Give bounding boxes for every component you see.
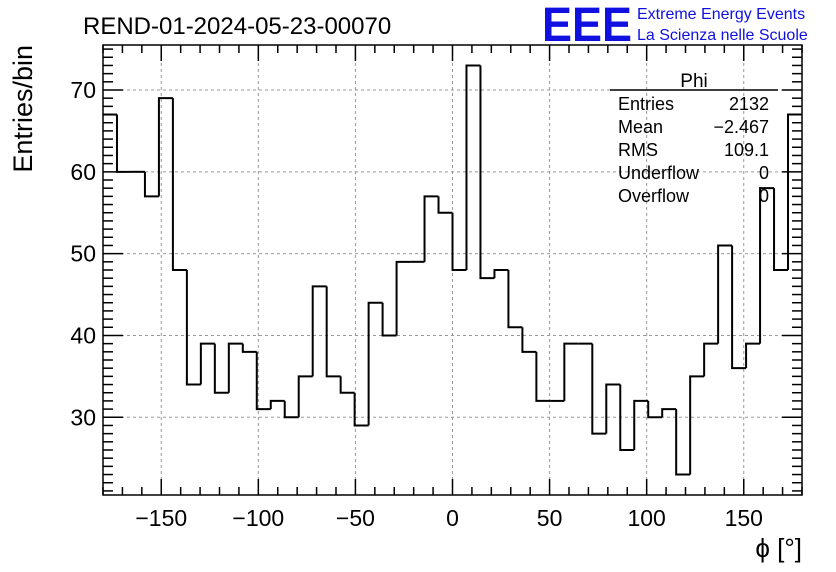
stats-value: 109.1 bbox=[724, 140, 769, 160]
y-tick-label: 60 bbox=[70, 159, 96, 185]
x-tick-label: 150 bbox=[725, 505, 763, 531]
y-tick-labels: 30 40 50 60 70 bbox=[70, 77, 96, 430]
histogram-bin bbox=[423, 195, 439, 262]
histogram-bin bbox=[339, 376, 355, 394]
histogram-bin bbox=[297, 375, 313, 418]
logo-line-1: Extreme Energy Events bbox=[637, 6, 805, 23]
stats-value: 0 bbox=[759, 186, 769, 206]
stats-title: Phi bbox=[680, 71, 707, 92]
logo-letters: EEE bbox=[542, 0, 632, 52]
histogram-bin bbox=[171, 98, 187, 271]
stats-value: 2132 bbox=[729, 94, 769, 114]
histogram-bin bbox=[381, 302, 397, 337]
histogram-bin bbox=[437, 196, 453, 214]
histogram-bin bbox=[255, 351, 271, 411]
histogram-bin bbox=[325, 286, 341, 378]
histogram-bin bbox=[535, 351, 551, 402]
histogram-bin bbox=[619, 384, 635, 451]
logo-line-2: La Scienza nelle Scuole bbox=[637, 27, 808, 44]
x-tick-label: −50 bbox=[336, 505, 375, 531]
histogram-bin bbox=[157, 97, 173, 197]
x-tick-label: 100 bbox=[627, 505, 665, 531]
stats-rows: Entries 2132 Mean −2.467 RMS 109.1 Underflow 0 O… bbox=[618, 94, 769, 206]
axis-ticks bbox=[102, 45, 803, 495]
y-tick-label: 50 bbox=[70, 241, 96, 267]
histogram-bin bbox=[185, 270, 201, 386]
histogram-bin bbox=[591, 343, 607, 435]
x-tick-label: −100 bbox=[232, 505, 284, 531]
chart-title: REND-01-2024-05-23-00070 bbox=[83, 13, 391, 40]
histogram-bin bbox=[451, 212, 467, 271]
histogram-bin bbox=[143, 171, 159, 198]
y-tick-label: 30 bbox=[70, 404, 96, 430]
eee-logo: EEE Extreme Energy Events La Scienza nel… bbox=[542, 0, 808, 52]
y-tick-label: 40 bbox=[70, 322, 96, 348]
histogram-bin bbox=[675, 409, 691, 476]
histogram-bin bbox=[521, 327, 537, 353]
histogram-bin bbox=[465, 64, 481, 270]
histogram-bin bbox=[241, 343, 257, 353]
y-axis-label: Entries/bin bbox=[8, 45, 38, 173]
histogram-bin bbox=[787, 113, 802, 270]
stats-label: Underflow bbox=[618, 163, 700, 183]
histogram-bin bbox=[703, 342, 719, 377]
x-tick-label: 0 bbox=[446, 505, 459, 531]
histogram-bin bbox=[647, 400, 663, 419]
x-axis-label: ϕ [°] bbox=[755, 533, 802, 563]
histogram-bin bbox=[563, 342, 579, 401]
histogram-bin bbox=[395, 260, 411, 336]
histogram-bin bbox=[731, 245, 747, 370]
histogram-bin bbox=[367, 301, 383, 426]
y-tick-label: 70 bbox=[70, 77, 96, 103]
histogram-bin bbox=[745, 342, 761, 369]
histogram-bin bbox=[269, 399, 285, 410]
histogram-bin bbox=[213, 343, 229, 394]
stats-box: Phi Entries 2132 Mean −2.467 RMS 109.1 Underfl… bbox=[610, 71, 778, 206]
x-tick-label: −150 bbox=[135, 505, 187, 531]
histogram-bin bbox=[311, 285, 327, 377]
stats-label: Mean bbox=[618, 117, 663, 137]
stats-value: −2.467 bbox=[713, 117, 769, 137]
histogram-bin bbox=[283, 400, 299, 419]
histogram-bin bbox=[493, 269, 509, 279]
stats-value: 0 bbox=[759, 163, 769, 183]
x-tick-label: 50 bbox=[537, 505, 563, 531]
histogram-bin bbox=[661, 408, 677, 418]
histogram-bin bbox=[717, 244, 733, 344]
histogram-bin bbox=[773, 188, 789, 271]
histogram-bin bbox=[605, 383, 621, 434]
histogram-bin bbox=[689, 375, 705, 475]
histogram-bin bbox=[633, 399, 649, 450]
histogram-bin bbox=[759, 187, 775, 344]
stats-label: Entries bbox=[618, 94, 674, 114]
stats-label: RMS bbox=[618, 140, 658, 160]
histogram-bin bbox=[353, 392, 369, 427]
x-tick-labels: −150 −100 −50 0 50 100 150 bbox=[135, 505, 763, 531]
grid-layer bbox=[103, 45, 802, 495]
stats-label: Overflow bbox=[618, 186, 690, 206]
histogram-bin bbox=[199, 342, 215, 385]
histogram-bin bbox=[479, 65, 495, 280]
histogram-bin bbox=[227, 342, 243, 393]
histogram-bin bbox=[115, 114, 131, 173]
histogram-bin bbox=[507, 270, 523, 329]
